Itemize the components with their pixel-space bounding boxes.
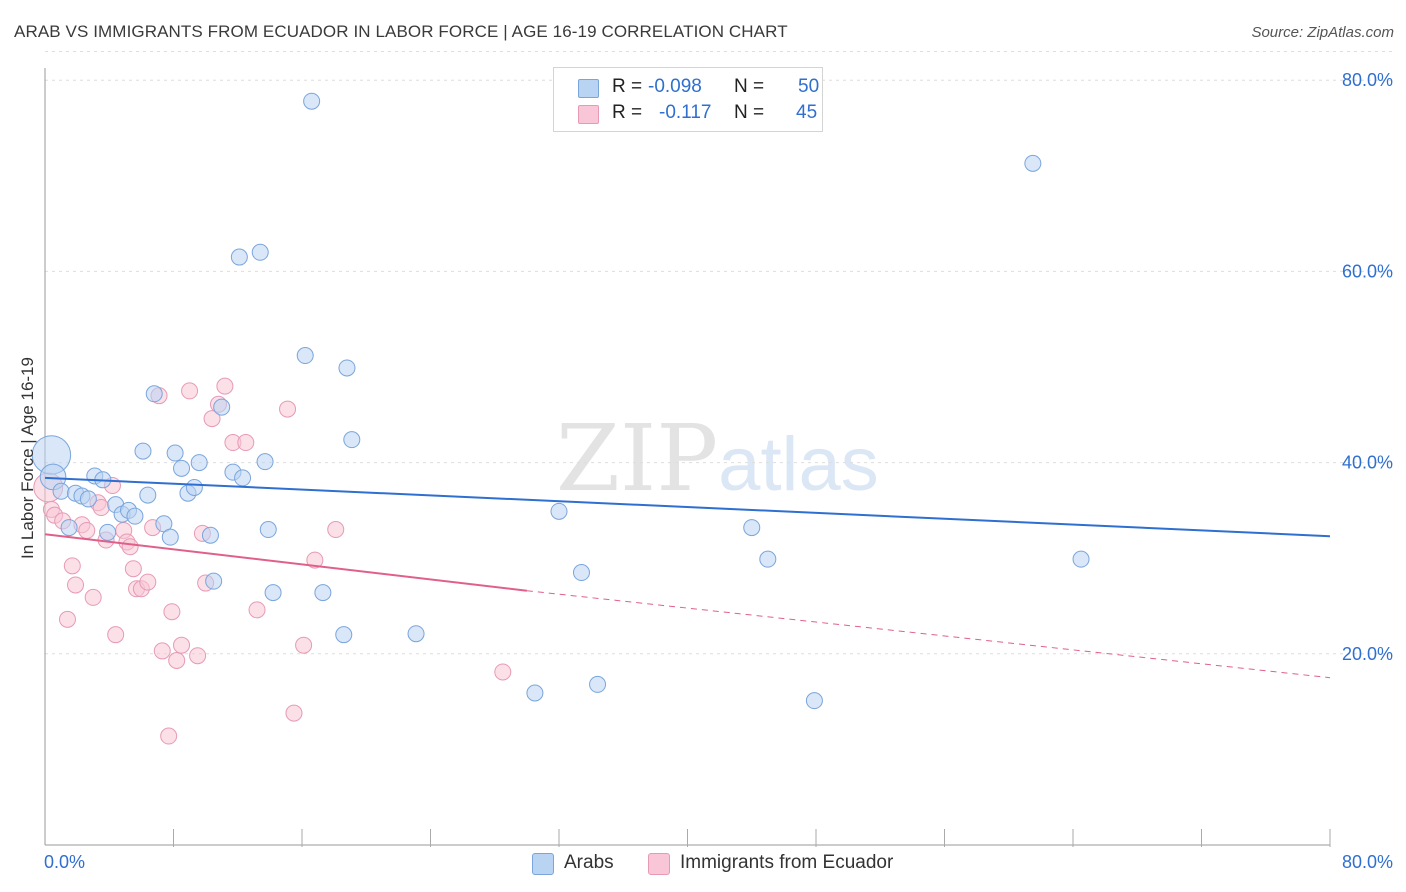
ecuador-point	[189, 647, 207, 665]
source-label: Source: ZipAtlas.com	[1251, 24, 1394, 41]
n-label: N =	[734, 102, 765, 123]
arabs-point	[343, 431, 361, 449]
arabs-point	[314, 584, 332, 602]
arabs-point	[185, 478, 203, 496]
arabs-point	[526, 684, 544, 702]
x-tick-label-min: 0.0%	[44, 852, 86, 872]
ecuador-trend-extension	[526, 590, 1331, 679]
arabs-point	[1072, 550, 1090, 568]
chart-title: ARAB VS IMMIGRANTS FROM ECUADOR IN LABOR…	[14, 22, 788, 41]
arabs-point	[145, 385, 163, 403]
ecuador-point	[160, 727, 178, 745]
correlation-legend: R = -0.098 N = 50 R = -0.117 N = 45	[553, 67, 823, 132]
ecuador-point	[327, 521, 345, 539]
arabs-point	[256, 453, 274, 471]
ecuador-trend-line	[44, 533, 527, 592]
ecuador-swatch	[578, 105, 599, 124]
arabs-point	[234, 469, 252, 487]
y-tick-label: 20.0%	[1342, 644, 1393, 664]
watermark: ZIPatlas	[556, 405, 879, 512]
ecuador-point	[124, 560, 142, 578]
arabs-point	[213, 398, 231, 416]
arabs-point	[173, 459, 191, 477]
arabs-point	[264, 584, 282, 602]
n-value: 50	[798, 76, 820, 97]
arabs-point	[139, 486, 157, 504]
ecuador-point	[107, 626, 125, 644]
arabs-point	[303, 92, 321, 110]
arabs-point	[134, 442, 152, 460]
arabs-point	[589, 675, 607, 693]
r-value: -0.098	[648, 76, 702, 97]
arabs-point	[79, 490, 97, 508]
legend-label: Immigrants from Ecuador	[680, 852, 894, 873]
arabs-trend-line	[44, 476, 1331, 538]
ecuador-point	[285, 704, 303, 722]
ecuador-point	[295, 636, 313, 654]
arabs-point	[201, 526, 219, 544]
arabs-point	[1024, 154, 1042, 172]
ecuador-point	[168, 651, 186, 669]
arabs-point	[550, 502, 568, 520]
arabs-point	[407, 625, 425, 643]
arabs-point	[230, 248, 248, 266]
y-tick-label: 80.0%	[1342, 70, 1393, 90]
ecuador-point	[248, 601, 266, 619]
arabs-point	[743, 519, 761, 537]
ecuador-point	[78, 521, 96, 539]
ecuador-point	[203, 410, 221, 428]
r-label: R =	[612, 102, 643, 123]
ecuador-point	[84, 588, 102, 606]
arabs-point	[296, 347, 314, 365]
arabs-point	[805, 692, 823, 710]
r-value: -0.117	[659, 102, 712, 123]
ecuador-point	[279, 400, 297, 418]
arabs-point	[251, 243, 269, 261]
ecuador-point	[63, 557, 81, 575]
arabs-point	[60, 519, 78, 537]
ecuador-point	[216, 377, 234, 395]
arabs-swatch	[578, 79, 599, 98]
y-tick-label: 40.0%	[1342, 453, 1393, 473]
ecuador-point	[121, 538, 139, 556]
arabs-point	[335, 626, 353, 644]
n-label: N =	[734, 76, 765, 97]
legend-label: Arabs	[564, 852, 614, 873]
arabs-point	[126, 507, 144, 525]
x-tick-label-max: 80.0%	[1341, 852, 1393, 872]
arabs-point	[205, 572, 223, 590]
ecuador-point	[181, 382, 199, 400]
watermark-zip: ZIP	[556, 405, 719, 512]
n-value: 45	[796, 102, 818, 123]
ecuador-legend-swatch	[648, 853, 670, 875]
arabs-point	[759, 550, 777, 568]
ecuador-point	[67, 576, 85, 594]
y-axis-label: In Labor Force | Age 16-19	[18, 357, 37, 559]
arabs-point	[259, 521, 277, 539]
arabs-point	[572, 564, 590, 582]
ecuador-point	[494, 663, 512, 681]
ecuador-point	[306, 551, 324, 569]
ecuador-point	[139, 573, 157, 591]
arabs-legend-swatch	[532, 853, 554, 875]
ecuador-point	[58, 610, 76, 628]
y-tick-label: 60.0%	[1342, 261, 1393, 281]
ecuador-point	[173, 636, 191, 654]
r-label: R =	[612, 76, 643, 97]
ecuador-point	[163, 603, 181, 621]
arabs-point	[338, 359, 356, 377]
arabs-point	[166, 444, 184, 462]
ecuador-point	[237, 434, 255, 452]
series-legend: Arabs Immigrants from Ecuador	[0, 851, 1406, 879]
arabs-point	[161, 528, 179, 546]
watermark-atlas: atlas	[718, 422, 879, 507]
arabs-point	[52, 482, 70, 500]
ecuador-point	[153, 642, 171, 660]
arabs-point	[190, 454, 208, 472]
arabs-point	[99, 523, 117, 541]
